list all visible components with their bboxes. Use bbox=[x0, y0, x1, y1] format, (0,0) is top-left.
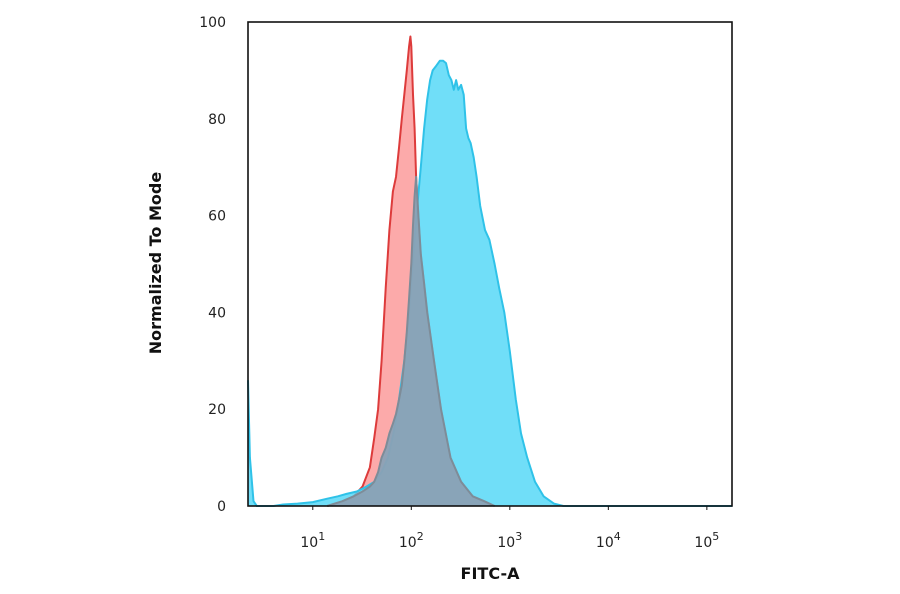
y-axis-ticks: 0 20 40 60 80 100 bbox=[199, 15, 226, 515]
x-axis-ticks: 101 102 103 104 105 bbox=[300, 506, 719, 551]
y-tick-label: 20 bbox=[208, 402, 226, 418]
y-axis-title: Normalized To Mode bbox=[146, 172, 165, 355]
series-layer bbox=[247, 35, 732, 507]
x-tick-label: 102 bbox=[399, 530, 424, 551]
y-tick-label: 80 bbox=[208, 112, 226, 128]
x-tick-label: 103 bbox=[497, 530, 522, 551]
y-tick-label: 100 bbox=[199, 15, 226, 31]
x-tick-label: 104 bbox=[596, 530, 621, 551]
series-3-outline bbox=[326, 175, 496, 507]
y-tick-label: 0 bbox=[217, 499, 226, 515]
y-tick-label: 40 bbox=[208, 305, 226, 321]
plot-frame bbox=[247, 21, 733, 507]
series-3-area bbox=[327, 176, 495, 506]
x-tick-label: 101 bbox=[300, 530, 325, 551]
x-axis-title: FITC-A bbox=[461, 564, 521, 583]
series-2-area bbox=[248, 60, 732, 506]
series-2-outline bbox=[247, 59, 732, 507]
x-tick-label: 105 bbox=[694, 530, 719, 551]
y-tick-label: 60 bbox=[208, 209, 226, 225]
